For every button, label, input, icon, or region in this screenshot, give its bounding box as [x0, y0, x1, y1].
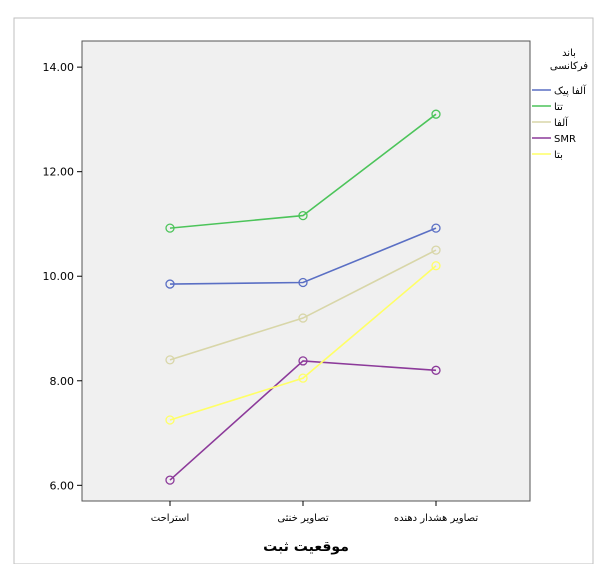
y-tick-label: 12.00	[43, 166, 75, 179]
data-point	[298, 277, 308, 288]
series-layer	[165, 109, 441, 485]
data-point	[165, 355, 175, 365]
y-tick-label: 6.00	[50, 479, 75, 492]
data-point	[431, 109, 441, 119]
data-point	[165, 415, 175, 425]
data-point	[165, 475, 175, 485]
data-point	[298, 210, 308, 221]
y-axis: 6.00 8.00 10.00 12.00 14.00	[43, 61, 82, 492]
series-2	[165, 245, 441, 365]
legend-label: بتا	[554, 150, 563, 161]
data-point	[165, 279, 175, 289]
legend-item: بتا	[532, 150, 563, 161]
legend-item: SMR	[532, 134, 576, 145]
legend-label: آلفا پیک	[554, 84, 587, 97]
data-point	[165, 223, 175, 233]
series-1	[165, 109, 441, 233]
legend: باند فرکانسی آلفا پیک تتا آلفا SMR بتا	[532, 48, 588, 161]
series-line	[169, 265, 437, 421]
legend-title: فرکانسی	[550, 61, 588, 72]
series-3	[165, 356, 441, 485]
plot-area	[81, 40, 531, 502]
legend-label: تتا	[554, 102, 563, 113]
data-point	[431, 365, 441, 375]
series-line	[169, 249, 437, 361]
data-point	[431, 223, 441, 233]
legend-title: باند	[562, 48, 576, 59]
legend-label: SMR	[554, 134, 576, 145]
series-line	[169, 360, 437, 481]
y-tick-label: 8.00	[50, 375, 75, 388]
chart-frame	[13, 17, 594, 564]
y-tick-label: 10.00	[43, 270, 75, 283]
legend-label: آلفا	[554, 116, 569, 129]
series-0	[165, 223, 441, 289]
legend-item: تتا	[532, 102, 563, 113]
x-axis: استراحت تصاویر خنثی تصاویر هشدار دهنده	[151, 501, 478, 524]
data-point	[298, 373, 308, 383]
data-point	[431, 261, 441, 271]
y-tick-label: 14.00	[43, 61, 75, 74]
x-tick-label: تصاویر هشدار دهنده	[394, 513, 478, 524]
x-axis-title: موقعیت ثبت	[263, 539, 349, 555]
x-tick-label: استراحت	[151, 513, 189, 524]
data-point	[298, 313, 308, 323]
legend-item: آلفا پیک	[532, 84, 587, 97]
x-tick-label: تصاویر خنثی	[277, 513, 329, 524]
series-line	[169, 227, 437, 285]
data-point	[431, 245, 441, 255]
legend-item: آلفا	[532, 116, 569, 129]
series-4	[165, 261, 441, 425]
series-line	[169, 113, 437, 229]
data-point	[298, 356, 308, 366]
